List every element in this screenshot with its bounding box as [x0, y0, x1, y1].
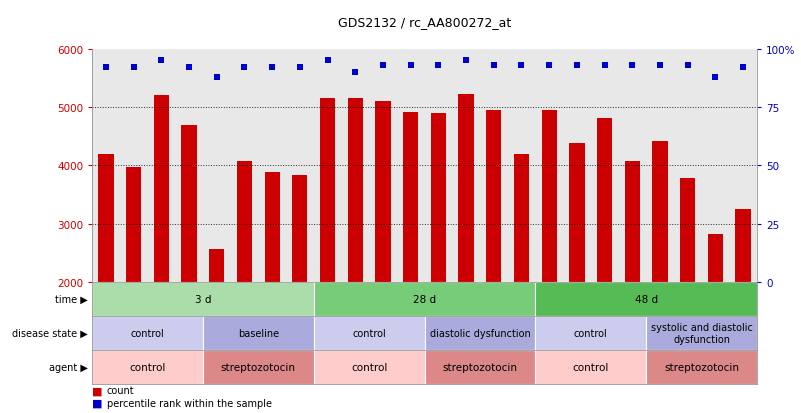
Point — [376, 62, 389, 69]
Point — [293, 65, 306, 71]
Bar — [708, 235, 723, 282]
Bar — [535, 316, 646, 350]
Bar — [182, 125, 197, 282]
Text: control: control — [129, 362, 166, 372]
Point — [654, 62, 666, 69]
Text: 48 d: 48 d — [634, 294, 658, 304]
Bar — [646, 316, 757, 350]
Text: time ▶: time ▶ — [55, 294, 88, 304]
Bar — [680, 179, 695, 282]
Point — [99, 65, 112, 71]
Bar — [514, 154, 529, 282]
Text: control: control — [573, 362, 609, 372]
Point — [682, 62, 694, 69]
Point — [737, 65, 750, 71]
Text: 28 d: 28 d — [413, 294, 436, 304]
Point — [626, 62, 638, 69]
Point — [598, 62, 611, 69]
Text: control: control — [574, 328, 608, 338]
Bar — [314, 282, 535, 316]
Text: control: control — [131, 328, 164, 338]
Bar — [425, 350, 535, 384]
Text: ■: ■ — [92, 385, 103, 395]
Point — [211, 74, 223, 81]
Bar — [425, 316, 535, 350]
Text: systolic and diastolic
dysfunction: systolic and diastolic dysfunction — [650, 323, 752, 344]
Bar — [646, 350, 757, 384]
Text: GDS2132 / rc_AA800272_at: GDS2132 / rc_AA800272_at — [338, 16, 511, 29]
Text: control: control — [352, 328, 386, 338]
Bar — [541, 111, 557, 282]
Point — [515, 62, 528, 69]
Bar — [535, 350, 646, 384]
Bar — [264, 173, 280, 282]
Bar — [292, 176, 308, 282]
Point — [266, 65, 279, 71]
Text: disease state ▶: disease state ▶ — [12, 328, 88, 338]
Bar — [348, 99, 363, 282]
Bar — [320, 99, 335, 282]
Point — [349, 69, 362, 76]
Text: ■: ■ — [92, 398, 103, 408]
Bar — [625, 161, 640, 282]
Text: agent ▶: agent ▶ — [49, 362, 88, 372]
Bar — [92, 316, 203, 350]
Bar — [314, 316, 425, 350]
Bar — [92, 350, 203, 384]
Point — [238, 65, 251, 71]
Point — [405, 62, 417, 69]
Bar — [99, 154, 114, 282]
Bar — [486, 111, 501, 282]
Bar — [203, 350, 314, 384]
Bar — [458, 95, 473, 282]
Point — [183, 65, 195, 71]
Bar — [209, 250, 224, 282]
Text: diastolic dysfunction: diastolic dysfunction — [429, 328, 530, 338]
Point — [709, 74, 722, 81]
Bar — [126, 167, 141, 282]
Text: count: count — [107, 385, 134, 395]
Text: 3 d: 3 d — [195, 294, 211, 304]
Point — [570, 62, 583, 69]
Text: streptozotocin: streptozotocin — [442, 362, 517, 372]
Bar — [570, 144, 585, 282]
Point — [432, 62, 445, 69]
Point — [543, 62, 556, 69]
Bar — [652, 142, 667, 282]
Text: control: control — [351, 362, 388, 372]
Bar — [735, 210, 751, 282]
Bar — [431, 114, 446, 282]
Bar — [376, 102, 391, 282]
Bar — [154, 96, 169, 282]
Bar — [535, 282, 757, 316]
Point — [321, 58, 334, 64]
Point — [487, 62, 500, 69]
Bar — [203, 316, 314, 350]
Bar — [403, 112, 418, 282]
Bar — [92, 282, 314, 316]
Bar — [314, 350, 425, 384]
Point — [155, 58, 167, 64]
Point — [127, 65, 140, 71]
Text: streptozotocin: streptozotocin — [221, 362, 296, 372]
Bar — [237, 161, 252, 282]
Text: percentile rank within the sample: percentile rank within the sample — [107, 398, 272, 408]
Point — [460, 58, 473, 64]
Text: baseline: baseline — [238, 328, 279, 338]
Bar — [597, 118, 612, 282]
Text: streptozotocin: streptozotocin — [664, 362, 739, 372]
